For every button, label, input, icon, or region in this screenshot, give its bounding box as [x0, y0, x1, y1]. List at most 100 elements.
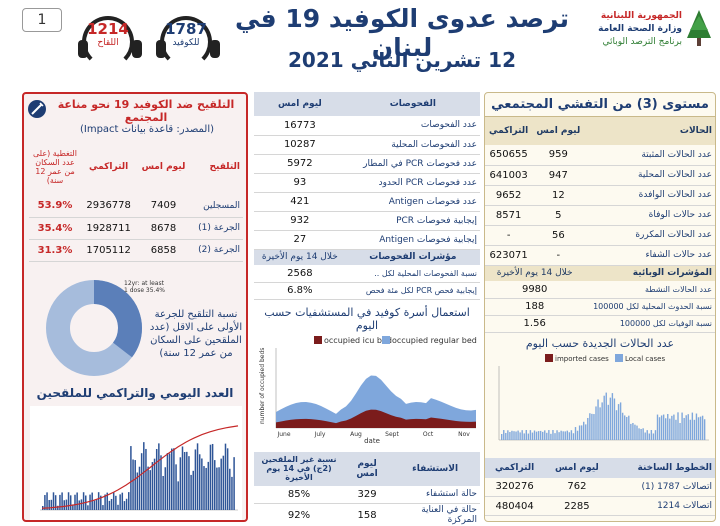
case-bar	[562, 430, 564, 440]
cumulative-line	[41, 425, 239, 509]
case-bar	[576, 430, 579, 440]
case-bar	[511, 430, 513, 440]
row-label: عدد الحالات المثبتة	[584, 145, 715, 166]
case-bar	[537, 430, 540, 440]
legend-swatch	[615, 353, 623, 362]
month-tick: Sept	[385, 431, 399, 438]
page-number: 1	[22, 8, 62, 32]
daily-vaccine-bar	[186, 451, 188, 510]
row-label: عدد الحالات المكررة	[584, 225, 715, 246]
daily-vaccine-bar	[57, 505, 59, 510]
row-label: عدد الفحوصات المحلية	[391, 139, 477, 150]
legend-swatch	[314, 335, 322, 344]
row-value: 10287	[283, 139, 316, 150]
donut-fill-arc	[46, 280, 142, 376]
daily-vaccine-bar	[153, 458, 156, 510]
beds-chart-title: استعمال أسرة كوفيد في المستشفيات حسب الي…	[264, 305, 470, 332]
cumulative-value: 320276	[495, 481, 534, 493]
daily-vaccine-bar	[233, 457, 235, 510]
daily-vaccine-bar	[59, 494, 61, 510]
table-row: عدد حالات الشفاء -623071	[485, 245, 715, 266]
daily-vaccine-bar	[145, 448, 147, 510]
case-bar	[503, 429, 505, 440]
daily-vaccine-bar	[95, 499, 98, 510]
case-bar	[513, 430, 515, 440]
table-row: نسبة الفحوصات المحلية لكل .. 2568	[254, 265, 480, 282]
ministry-logo-text: الجمهورية اللبنانية وزارة الصحة العامة ب…	[582, 10, 682, 49]
coverage-value: 31.3%	[29, 239, 81, 262]
hospital-table: الاستشفاء ليوم امس نسبة غير الملقحين (2ج…	[254, 451, 480, 526]
col-header: خلال 14 يوم الأخيرة	[496, 268, 573, 279]
daily-vaccine-bar	[196, 443, 199, 510]
daily-vaccine-bar	[214, 460, 216, 510]
row-value: 421	[290, 196, 310, 207]
case-bar	[611, 392, 614, 440]
case-bar	[587, 417, 589, 440]
daily-value: 12	[532, 185, 585, 206]
daily-vaccine-bar	[160, 455, 162, 510]
case-bar	[552, 429, 554, 440]
row-value: 93	[293, 177, 307, 188]
daily-vaccine-bar	[222, 455, 225, 510]
daily-vaccine-bar	[67, 492, 70, 510]
case-bar	[697, 416, 700, 440]
daily-vaccine-bar	[224, 443, 227, 510]
cumulative-value: 623071	[485, 245, 533, 266]
row-label: الجرعة (1)	[190, 217, 243, 240]
daily-vaccine-bar	[104, 494, 106, 510]
row-label: عدد فحوصات PCR الحدود	[378, 177, 477, 188]
case-bar	[669, 418, 671, 440]
case-bar	[632, 422, 634, 440]
case-bar	[597, 398, 599, 440]
daily-vaccine-bar	[108, 500, 111, 510]
daily-vaccine-bar	[123, 501, 126, 510]
col-header: ليوم امس	[141, 162, 186, 172]
case-bar	[525, 429, 527, 440]
case-bar	[554, 432, 556, 440]
case-bar	[572, 432, 575, 440]
regular-bed-area	[276, 374, 476, 428]
col-header: الفحوصات	[345, 92, 480, 116]
headset-ear-icon	[132, 40, 142, 58]
case-bar	[527, 433, 530, 440]
table-row: إيجابية فحص PCR لكل مئة فحص 6.8%	[254, 282, 480, 299]
case-bar	[580, 424, 583, 440]
legend-label: imported cases	[555, 355, 609, 363]
daily-vaccine-bar	[183, 451, 186, 510]
case-bar	[509, 431, 511, 440]
daily-vaccine-bar	[78, 500, 81, 510]
case-bar	[564, 430, 566, 440]
daily-vaccination-title: العدد اليومي والتراكمي للملقحين	[36, 386, 234, 400]
daily-vaccine-bar	[52, 492, 55, 510]
ministry-line-3: برنامج الترصد الوبائي	[602, 37, 682, 47]
daily-vaccine-bar	[112, 492, 115, 510]
col-header: ليوم امس	[344, 451, 391, 486]
case-bar	[556, 429, 558, 440]
case-bar	[548, 429, 550, 440]
daily-vaccine-bar	[132, 459, 134, 510]
cumulative-value: -	[485, 225, 533, 246]
case-bar	[583, 421, 585, 440]
daily-value: -	[532, 245, 585, 266]
daily-vaccine-bar	[136, 472, 139, 510]
daily-vaccine-bar	[130, 446, 132, 510]
col-header: ليوم امس	[254, 92, 346, 116]
daily-vaccine-bar	[229, 468, 231, 510]
daily-vaccine-bar	[82, 492, 85, 510]
daily-vaccine-bar	[211, 443, 214, 510]
daily-value: 5	[532, 205, 585, 226]
case-bar	[533, 429, 536, 440]
row-label: عدد حالات الوفاة	[584, 205, 715, 226]
daily-vaccine-bar	[48, 500, 50, 510]
hotline-label: للكوفيد	[172, 38, 200, 48]
legend-label: occupied icu bed	[324, 336, 392, 345]
row-value: 158	[357, 509, 377, 521]
case-bar	[667, 413, 669, 440]
row-value: 5972	[287, 158, 313, 169]
daily-vaccine-bar	[128, 492, 130, 510]
hotline-label: اللقاح	[97, 38, 119, 48]
hotline-number: 1787	[165, 20, 207, 38]
row-label: اتصالات 1214	[657, 501, 712, 511]
case-bar	[673, 414, 675, 440]
row-label: اتصالات 1787 (1)	[641, 481, 712, 492]
